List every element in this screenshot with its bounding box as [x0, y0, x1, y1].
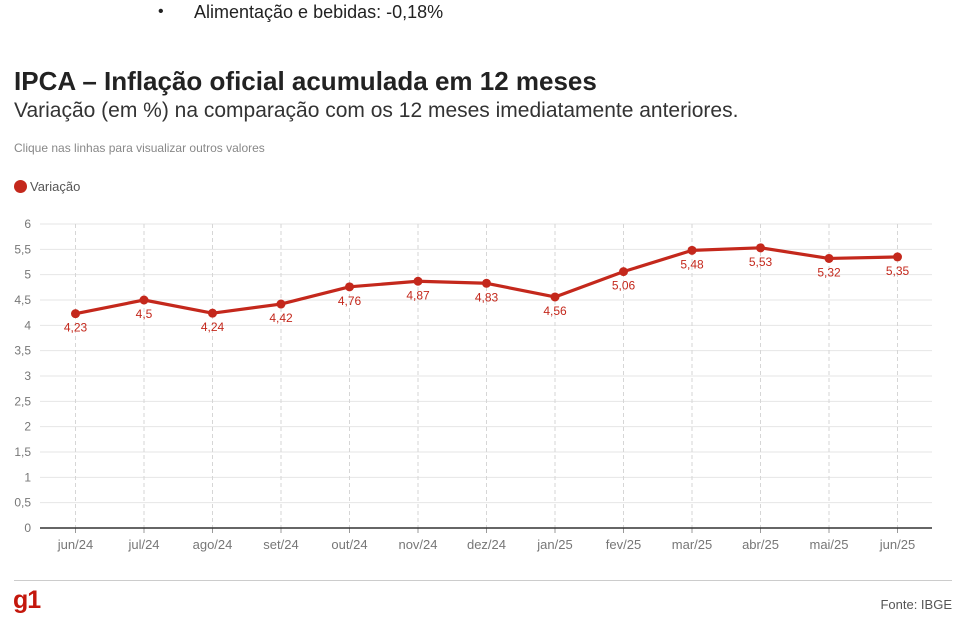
data-label: 5,53 [749, 255, 773, 269]
y-tick-label: 1,5 [14, 445, 31, 459]
chart-subtitle: Variação (em %) na comparação com os 12 … [14, 99, 739, 122]
y-tick-label: 1 [24, 470, 31, 484]
y-tick-label: 3,5 [14, 344, 31, 358]
line-chart: 0 0,5 1 1,5 2 2,5 3 3,5 4 4,5 5 5,5 6 jun/24 jul/24 ago… [14, 217, 932, 552]
x-tick-label: mai/25 [809, 537, 848, 552]
data-point[interactable] [893, 252, 902, 262]
y-tick-label: 3 [24, 369, 31, 383]
data-point[interactable] [208, 308, 217, 318]
data-label: 4,76 [338, 294, 362, 308]
chart-title: IPCA – Inflação oficial acumulada em 12 … [14, 66, 597, 96]
x-tick-label: jun/24 [57, 537, 93, 552]
data-point[interactable] [413, 276, 423, 286]
x-tick-label: dez/24 [467, 537, 506, 552]
x-tick-label: jul/24 [127, 537, 159, 552]
legend-swatch [14, 180, 27, 193]
y-tick-label: 5,5 [14, 242, 31, 256]
bullet-item: • Alimentação e bebidas: -0,18% [158, 0, 443, 24]
data-label: 5,32 [817, 265, 841, 279]
chart-hint: Clique nas linhas para visualizar outros… [14, 141, 265, 155]
y-tick-label: 0,5 [14, 496, 31, 510]
x-tick-label: jun/25 [879, 537, 915, 552]
legend-label: Variação [30, 179, 81, 194]
data-label: 4,5 [136, 307, 153, 321]
data-point[interactable] [550, 292, 560, 302]
x-tick-label: abr/25 [742, 537, 779, 552]
data-label: 4,87 [406, 288, 430, 302]
legend-item-variacao[interactable]: Variação [14, 179, 80, 194]
data-point[interactable] [482, 278, 491, 288]
data-point[interactable] [619, 267, 628, 277]
data-label: 4,23 [64, 321, 88, 335]
x-tick-label: fev/25 [606, 537, 641, 552]
data-point[interactable] [756, 243, 765, 253]
bullet-dot: • [158, 3, 164, 20]
footer-divider [14, 580, 952, 581]
data-point[interactable] [276, 299, 286, 309]
data-point[interactable] [345, 282, 354, 292]
bullet-text: Alimentação e bebidas: -0,18% [194, 1, 444, 22]
x-tick-label: set/24 [263, 537, 298, 552]
y-tick-label: 4,5 [14, 293, 31, 307]
y-tick-label: 4 [24, 318, 31, 332]
x-tick-label: ago/24 [193, 537, 233, 552]
data-point[interactable] [687, 245, 697, 255]
y-tick-label: 2,5 [14, 394, 31, 408]
data-label: 5,48 [680, 257, 704, 271]
x-tick-label: jan/25 [536, 537, 572, 552]
x-tick-label: mar/25 [672, 537, 712, 552]
data-label: 4,83 [475, 290, 499, 304]
data-label: 4,24 [201, 320, 225, 334]
x-tick-label: nov/24 [398, 537, 437, 552]
y-tick-label: 2 [24, 420, 31, 434]
y-tick-label: 0 [24, 521, 31, 535]
y-tick-label: 6 [24, 217, 31, 231]
data-label: 4,42 [269, 311, 293, 325]
x-tick-label: out/24 [331, 537, 367, 552]
data-point[interactable] [71, 309, 80, 319]
source-note: Fonte: IBGE [880, 597, 952, 612]
data-label: 4,56 [543, 304, 567, 318]
data-label: 5,35 [886, 264, 910, 278]
g1-logo[interactable]: g1 [13, 586, 41, 614]
y-tick-label: 5 [24, 268, 31, 282]
data-label: 5,06 [612, 279, 636, 293]
data-point[interactable] [824, 253, 834, 263]
data-point[interactable] [139, 295, 149, 305]
